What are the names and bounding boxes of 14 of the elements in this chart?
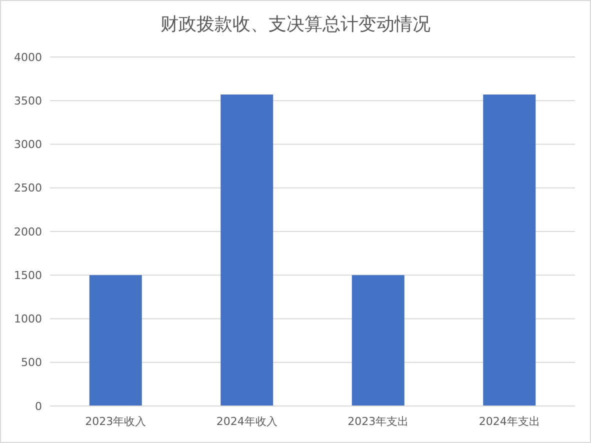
y-tick-label: 3500: [14, 94, 42, 108]
x-tick-label: 2024年收入: [216, 415, 278, 428]
y-tick-label: 2000: [14, 225, 42, 238]
y-tick-label: 1000: [14, 312, 42, 326]
chart-title: 财政拨款收、支决算总计变动情况: [160, 14, 430, 35]
y-tick-label: 4000: [14, 50, 42, 64]
y-tick-label: 1500: [14, 268, 42, 282]
y-tick-label: 3000: [14, 138, 42, 152]
x-tick-label: 2024年支出: [478, 415, 540, 428]
x-tick-label: 2023年收入: [85, 415, 146, 428]
y-tick-label: 0: [35, 400, 42, 413]
y-tick-label: 2500: [14, 182, 42, 195]
x-tick-label: 2023年支出: [348, 415, 409, 428]
y-tick-label: 500: [21, 356, 42, 370]
